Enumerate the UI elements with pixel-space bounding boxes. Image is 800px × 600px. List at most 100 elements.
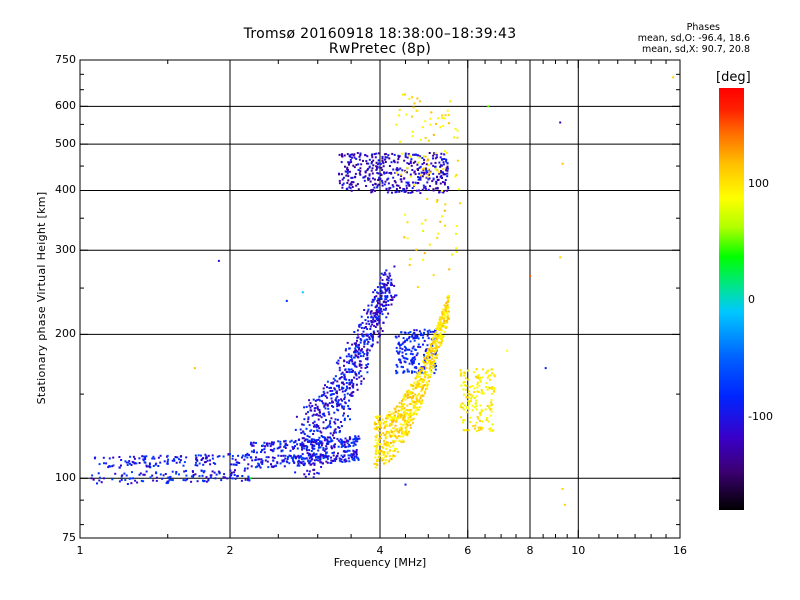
data-point bbox=[358, 376, 361, 379]
data-point bbox=[330, 382, 333, 384]
data-point bbox=[371, 190, 374, 193]
data-point bbox=[338, 366, 341, 369]
data-point bbox=[439, 182, 442, 185]
data-point bbox=[328, 413, 331, 416]
data-point bbox=[318, 444, 320, 447]
data-point bbox=[366, 342, 369, 345]
data-point bbox=[405, 357, 408, 360]
data-point bbox=[130, 482, 133, 485]
data-point bbox=[431, 350, 434, 352]
data-point bbox=[335, 361, 338, 364]
data-point bbox=[561, 162, 564, 165]
data-point bbox=[235, 461, 238, 464]
data-point bbox=[446, 109, 449, 112]
data-point bbox=[151, 457, 154, 460]
data-point bbox=[365, 185, 368, 187]
data-point bbox=[366, 371, 369, 374]
data-point bbox=[392, 454, 395, 457]
data-point bbox=[377, 318, 380, 321]
data-point bbox=[433, 152, 436, 155]
data-point bbox=[164, 473, 167, 475]
data-point bbox=[349, 182, 352, 185]
x-tick-label: 2 bbox=[226, 544, 234, 557]
data-point bbox=[446, 151, 448, 154]
data-point bbox=[423, 158, 426, 161]
data-point bbox=[431, 353, 434, 356]
data-point bbox=[351, 391, 354, 394]
data-point bbox=[374, 306, 377, 309]
data-point bbox=[359, 173, 362, 176]
data-point bbox=[424, 136, 427, 139]
data-point bbox=[442, 191, 445, 194]
data-point bbox=[357, 353, 360, 356]
data-point bbox=[404, 426, 407, 429]
data-point bbox=[446, 172, 449, 175]
data-point bbox=[340, 376, 343, 378]
data-point bbox=[200, 459, 203, 461]
data-point bbox=[161, 477, 164, 480]
data-point bbox=[444, 305, 447, 308]
data-point bbox=[392, 432, 395, 435]
data-point bbox=[349, 454, 352, 457]
data-point bbox=[479, 404, 482, 407]
data-point bbox=[335, 391, 338, 394]
data-point bbox=[344, 170, 347, 173]
data-point bbox=[283, 465, 286, 468]
data-point bbox=[413, 400, 416, 403]
data-point bbox=[371, 183, 374, 186]
data-point bbox=[446, 162, 449, 165]
data-point bbox=[480, 380, 482, 383]
data-point bbox=[416, 97, 419, 100]
data-point bbox=[171, 478, 174, 481]
data-point bbox=[489, 404, 492, 407]
data-point bbox=[429, 123, 432, 126]
data-point bbox=[312, 433, 315, 435]
data-point bbox=[399, 416, 402, 419]
data-point bbox=[370, 304, 373, 307]
data-point bbox=[427, 354, 429, 357]
colorbar-tick-minus-100: -100 bbox=[748, 410, 773, 423]
data-point bbox=[414, 181, 417, 184]
data-point bbox=[332, 393, 335, 395]
data-point bbox=[303, 433, 306, 436]
data-point bbox=[405, 113, 408, 116]
data-point bbox=[373, 178, 376, 181]
data-point bbox=[396, 418, 399, 421]
data-point bbox=[474, 375, 477, 378]
data-point bbox=[423, 371, 426, 374]
data-point bbox=[423, 390, 426, 393]
data-point bbox=[339, 441, 342, 444]
data-point bbox=[347, 169, 349, 171]
data-point bbox=[388, 410, 391, 413]
data-point bbox=[118, 466, 121, 469]
data-point bbox=[419, 174, 422, 177]
data-point bbox=[377, 159, 380, 162]
data-point bbox=[469, 400, 472, 403]
data-point bbox=[447, 317, 450, 320]
data-point bbox=[271, 449, 273, 452]
data-point bbox=[376, 172, 379, 174]
data-point bbox=[404, 398, 407, 401]
data-point bbox=[145, 455, 148, 458]
data-point bbox=[469, 385, 472, 388]
data-point bbox=[391, 417, 394, 420]
data-point bbox=[393, 180, 396, 182]
data-point bbox=[379, 276, 382, 279]
data-point bbox=[400, 365, 403, 368]
data-point bbox=[350, 176, 353, 179]
data-point bbox=[356, 388, 359, 391]
data-point bbox=[402, 337, 405, 340]
data-point bbox=[429, 350, 432, 353]
data-point bbox=[435, 153, 438, 156]
data-point bbox=[492, 373, 495, 376]
data-point bbox=[373, 332, 376, 335]
data-point bbox=[389, 274, 392, 277]
data-point bbox=[418, 177, 421, 180]
data-point bbox=[440, 215, 443, 218]
data-point bbox=[412, 106, 415, 109]
data-point bbox=[360, 366, 363, 369]
data-point bbox=[368, 338, 371, 340]
data-point bbox=[434, 157, 437, 160]
data-point bbox=[98, 479, 101, 482]
data-point bbox=[397, 412, 400, 415]
